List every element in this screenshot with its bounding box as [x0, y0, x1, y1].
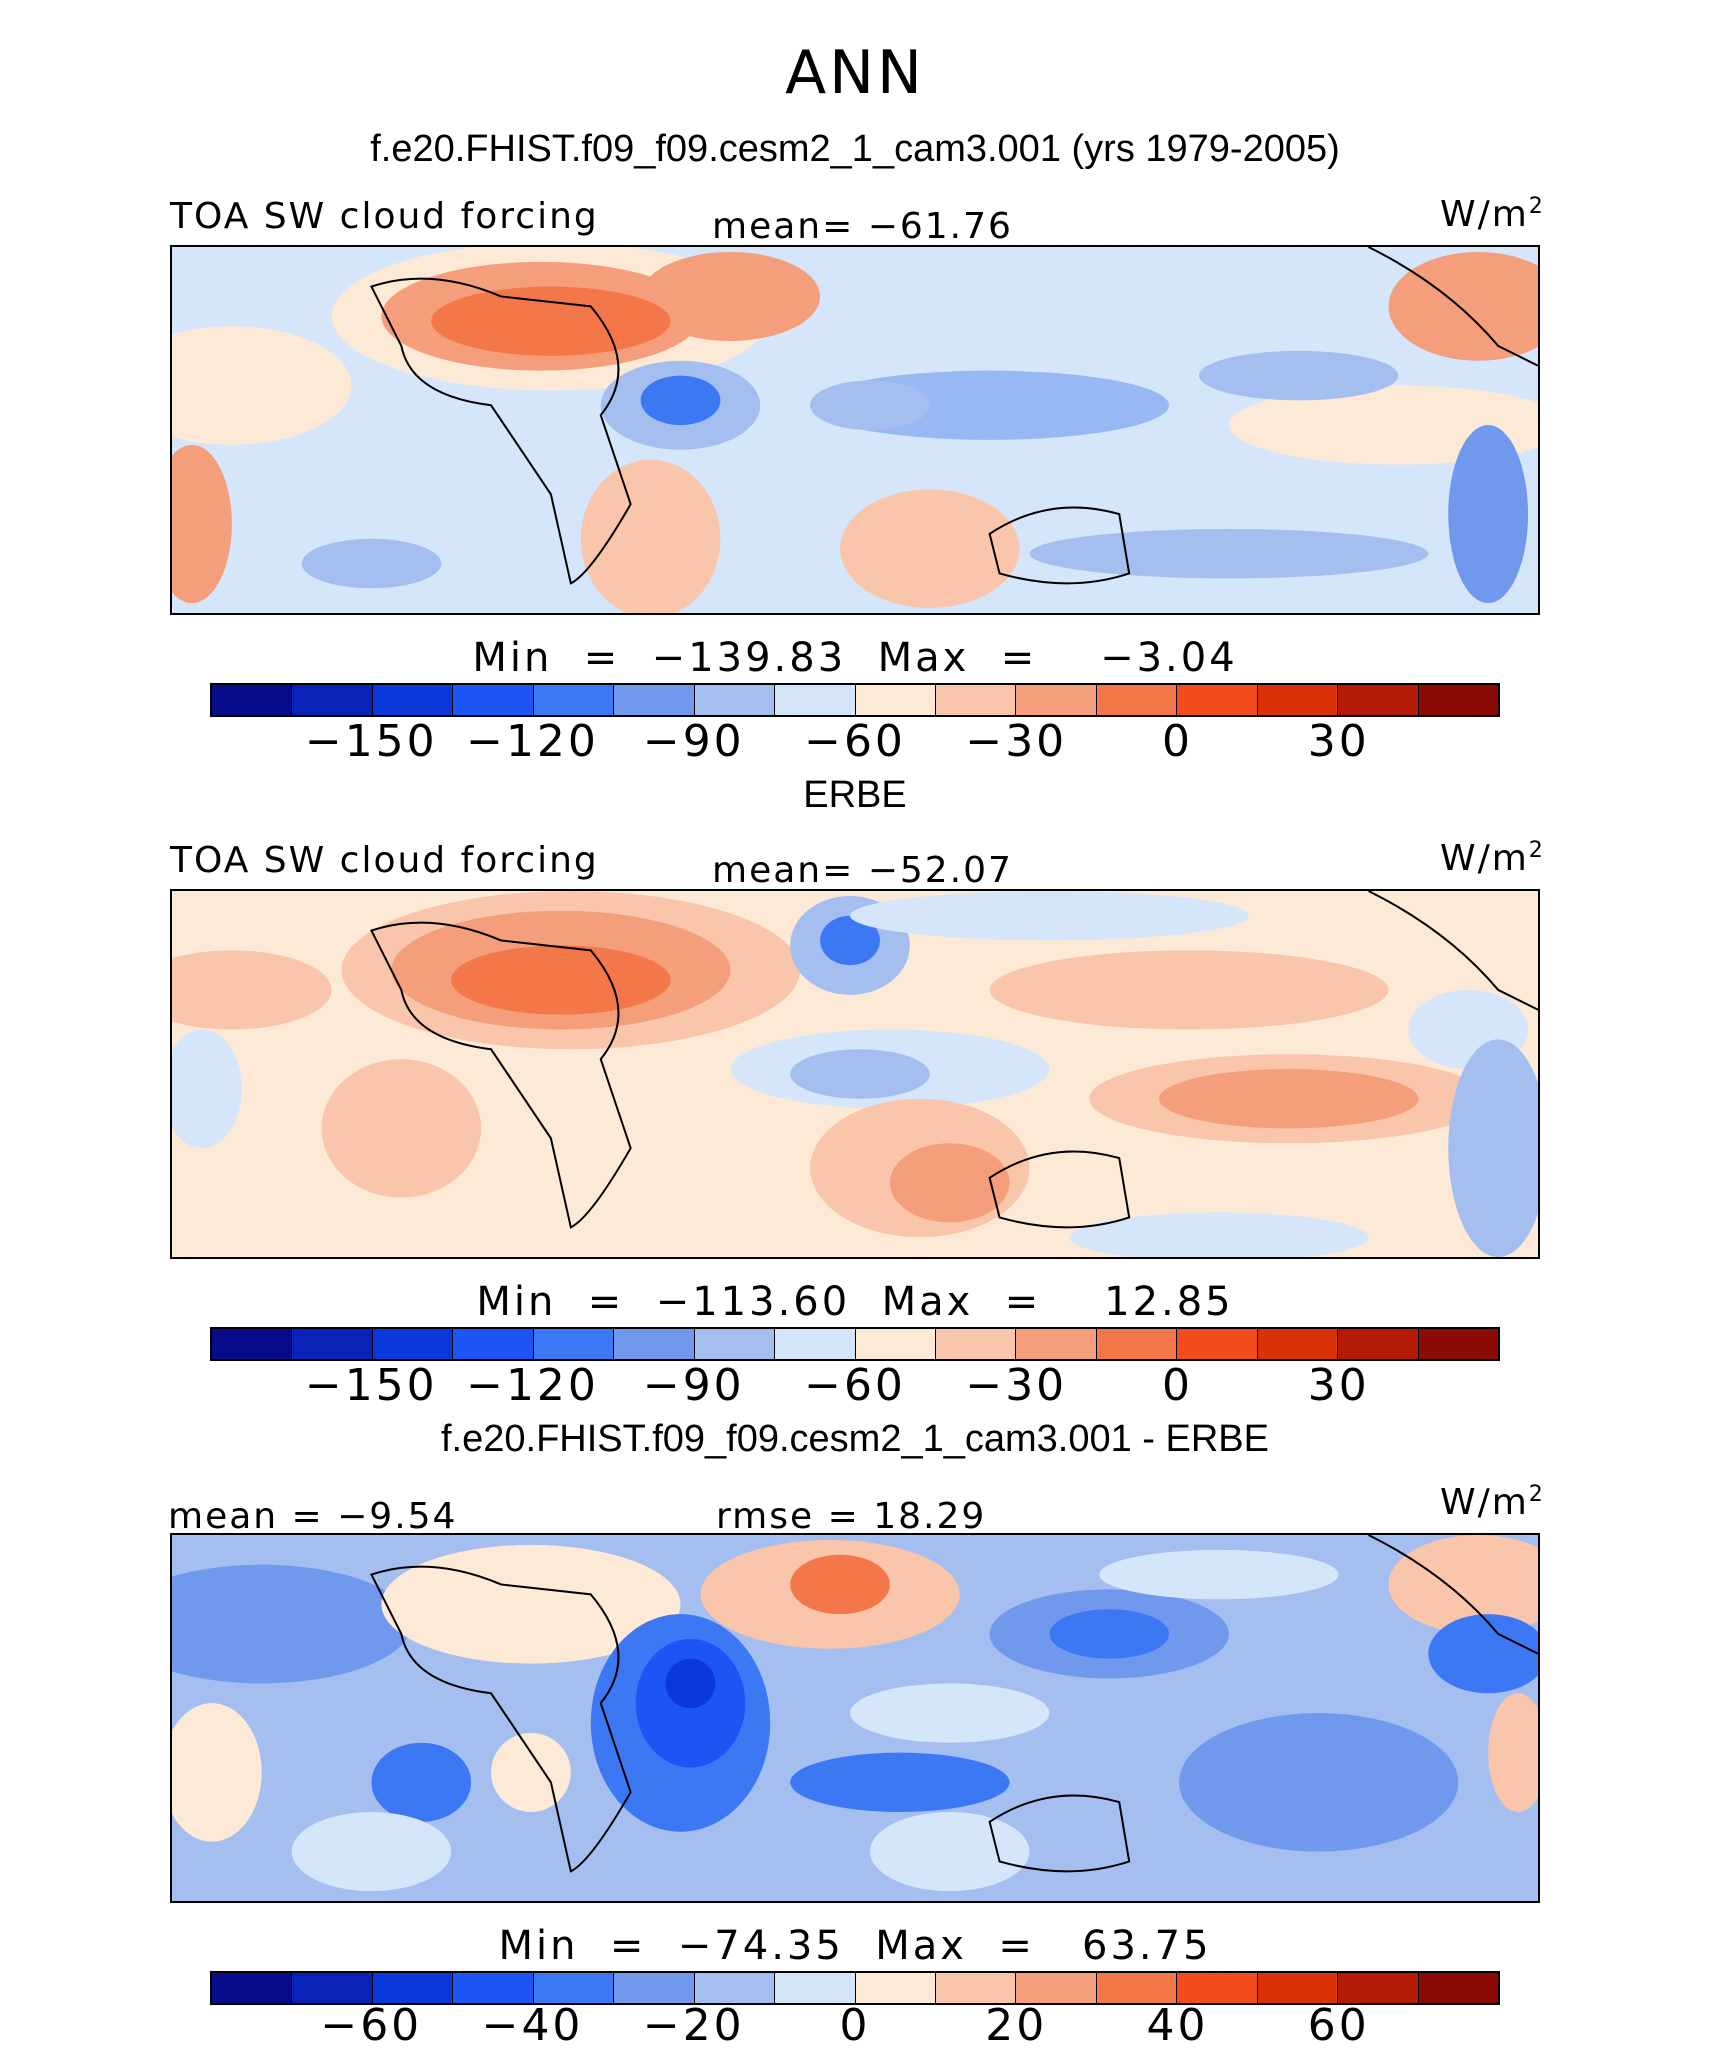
colorbar-tick-label: −30 [965, 716, 1068, 767]
panel3-minmax: Min = −74.35 Max = 63.75 [498, 1923, 1212, 1969]
colorbar-swatch [533, 1329, 615, 1359]
colorbar-tick-label: −90 [642, 1360, 745, 1411]
colorbar-swatch [935, 1973, 1017, 2003]
colorbar-swatch [1096, 1973, 1178, 2003]
colorbar-swatch [1338, 685, 1419, 715]
colorbar-swatch [855, 685, 936, 715]
colorbar-swatch [1257, 685, 1339, 715]
colorbar-swatch [453, 1329, 534, 1359]
colorbar-tick-label: 30 [1307, 1360, 1370, 1411]
colorbar-swatch [292, 1973, 373, 2003]
colorbar-swatch [1338, 1973, 1419, 2003]
panel2-units: W/m2 [1440, 838, 1545, 879]
colorbar-swatch [1016, 1329, 1097, 1359]
panel3-mean: mean = −9.54 [168, 1496, 458, 1537]
panel3-colorbar-ticks: −60 −40 −20 0 20 40 60 [210, 2000, 1500, 2050]
colorbar-tick-label: −120 [466, 1360, 599, 1411]
colorbar-tick-label: −150 [304, 1360, 438, 1411]
colorbar-swatch [1338, 1329, 1419, 1359]
colorbar-swatch [453, 685, 534, 715]
colorbar-swatch [614, 1329, 695, 1359]
colorbar-swatch [1418, 1329, 1498, 1359]
panel1-units: W/m2 [1440, 194, 1545, 235]
panel1-variable: TOA SW cloud forcing [170, 196, 599, 237]
colorbar-swatch [775, 1329, 856, 1359]
panel2-colorbar [210, 1327, 1500, 1361]
panel1-colorbar-ticks: −150 −120 −90 −60 −30 0 30 [210, 716, 1500, 776]
colorbar-swatch [935, 1329, 1017, 1359]
colorbar-swatch [1016, 685, 1097, 715]
colorbar-swatch [212, 1973, 293, 2003]
panel2-map [170, 889, 1540, 1259]
colorbar-tick-label: −150 [304, 716, 438, 767]
colorbar-tick-label: −90 [642, 716, 745, 767]
colorbar-swatch [775, 685, 856, 715]
colorbar-swatch [1096, 685, 1178, 715]
colorbar-swatch [292, 1329, 373, 1359]
colorbar-swatch [372, 1973, 454, 2003]
colorbar-swatch [533, 1973, 615, 2003]
colorbar-tick-label: −120 [466, 716, 599, 767]
colorbar-swatch [212, 685, 293, 715]
colorbar-swatch [1257, 1329, 1339, 1359]
colorbar-swatch [935, 685, 1017, 715]
colorbar-swatch [614, 1973, 695, 2003]
colorbar-tick-label: 30 [1307, 716, 1370, 767]
panel3-case-title: f.e20.FHIST.f09_f09.cesm2_1_cam3.001 - E… [441, 1418, 1269, 1460]
panel2-minmax: Min = −113.60 Max = 12.85 [476, 1279, 1234, 1325]
panel2-mean: mean= −52.07 [712, 850, 1013, 891]
colorbar-swatch [694, 1973, 776, 2003]
panel2-variable: TOA SW cloud forcing [170, 840, 599, 881]
colorbar-tick-label: 20 [985, 2000, 1048, 2050]
colorbar-tick-label: −20 [642, 2000, 745, 2050]
colorbar-tick-label: −60 [804, 716, 906, 767]
colorbar-swatch [1016, 1973, 1097, 2003]
colorbar-tick-label: −40 [481, 2000, 584, 2050]
colorbar-tick-label: −60 [320, 2000, 423, 2050]
colorbar-tick-label: 40 [1146, 2000, 1209, 2050]
colorbar-swatch [1177, 1329, 1258, 1359]
colorbar-tick-label: −60 [804, 1360, 906, 1411]
figure-title: ANN [785, 38, 925, 108]
panel1-colorbar [210, 683, 1500, 717]
colorbar-swatch [1177, 1973, 1258, 2003]
colorbar-swatch [694, 685, 776, 715]
colorbar-swatch [1418, 685, 1498, 715]
colorbar-tick-label: 0 [1162, 716, 1193, 767]
colorbar-swatch [372, 1329, 454, 1359]
colorbar-swatch [212, 1329, 293, 1359]
panel1-mean: mean= −61.76 [712, 206, 1013, 247]
panel3-map [170, 1533, 1540, 1903]
colorbar-swatch [694, 1329, 776, 1359]
panel2-case-title: ERBE [803, 774, 907, 816]
panel3-units: W/m2 [1440, 1482, 1545, 1523]
colorbar-swatch [855, 1329, 936, 1359]
colorbar-tick-label: 0 [839, 2000, 871, 2050]
colorbar-swatch [533, 685, 615, 715]
colorbar-tick-label: 0 [1162, 1360, 1193, 1411]
colorbar-swatch [292, 685, 373, 715]
colorbar-swatch [1096, 1329, 1178, 1359]
colorbar-swatch [614, 685, 695, 715]
colorbar-swatch [775, 1973, 856, 2003]
panel3-rmse: rmse = 18.29 [716, 1496, 987, 1537]
panel1-map [170, 245, 1540, 615]
colorbar-swatch [1257, 1973, 1339, 2003]
colorbar-swatch [372, 685, 454, 715]
colorbar-tick-label: 60 [1307, 2000, 1370, 2050]
panel2-colorbar-ticks: −150 −120 −90 −60 −30 0 30 [210, 1360, 1500, 1420]
colorbar-swatch [453, 1973, 534, 2003]
colorbar-swatch [1418, 1973, 1498, 2003]
panel3-colorbar [210, 1971, 1500, 2005]
colorbar-swatch [855, 1973, 936, 2003]
panel1-minmax: Min = −139.83 Max = −3.04 [472, 635, 1238, 681]
colorbar-tick-label: −30 [965, 1360, 1068, 1411]
colorbar-swatch [1177, 685, 1258, 715]
panel1-case-title: f.e20.FHIST.f09_f09.cesm2_1_cam3.001 (yr… [370, 128, 1340, 170]
